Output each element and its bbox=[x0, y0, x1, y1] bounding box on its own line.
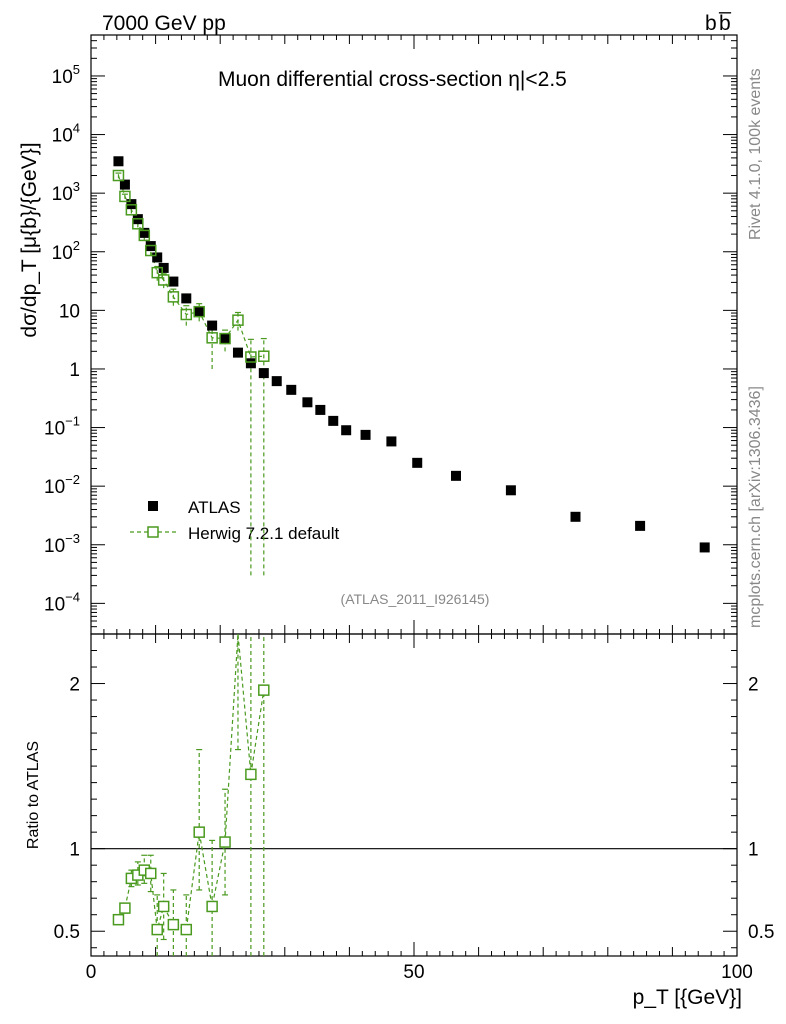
ratio-point bbox=[167, 918, 180, 931]
process-bbar: b̅ bbox=[718, 12, 732, 35]
ratio-point bbox=[245, 768, 257, 781]
atlas-point bbox=[245, 358, 256, 369]
herwig-point bbox=[219, 332, 231, 345]
atlas-point bbox=[328, 415, 339, 426]
herwig-point bbox=[145, 244, 157, 257]
atlas-point bbox=[207, 320, 218, 331]
herwig-point bbox=[119, 190, 131, 203]
atlas-point bbox=[450, 470, 461, 481]
atlas-point bbox=[699, 542, 710, 553]
y-tick-label: 10−4 bbox=[44, 589, 80, 615]
y-tick-label: 103 bbox=[52, 179, 80, 205]
atlas-point bbox=[505, 485, 516, 496]
ratio-point bbox=[180, 923, 193, 936]
herwig-point bbox=[206, 332, 218, 344]
rivet-label: Rivet 4.1.0, 100k events bbox=[747, 68, 764, 240]
ratio-y-tick-label-right: 2 bbox=[748, 675, 759, 696]
ratio-panel-frame bbox=[90, 633, 738, 957]
collision-label: 7000 GeV pp bbox=[102, 12, 226, 35]
atlas-point bbox=[181, 293, 192, 304]
main-y-axis-label: dσ/dp_T [μ{b}/{GeV}] bbox=[18, 142, 41, 337]
x-tick-label: 50 bbox=[403, 962, 424, 983]
legend: ATLAS Herwig 7.2.1 default bbox=[130, 498, 339, 543]
herwig-point bbox=[258, 350, 270, 362]
atlas-point bbox=[194, 306, 205, 317]
y-tick-label: 102 bbox=[52, 238, 80, 264]
y-tick-label: 1 bbox=[69, 360, 80, 381]
y-tick-label: 10−1 bbox=[44, 414, 80, 440]
ratio-point bbox=[193, 826, 205, 838]
herwig-point bbox=[245, 351, 257, 363]
herwig-point bbox=[132, 218, 144, 230]
atlas-point bbox=[360, 429, 371, 440]
ratio-point bbox=[145, 867, 157, 880]
atlas-point bbox=[258, 368, 269, 379]
x-tick-label: 100 bbox=[721, 962, 753, 983]
y-tick-label: 105 bbox=[52, 62, 80, 88]
ratio-y-tick-label: 0.5 bbox=[54, 922, 80, 943]
ratio-point bbox=[219, 836, 231, 848]
herwig-point bbox=[167, 291, 180, 303]
ratio-y-tick-label: 1 bbox=[69, 840, 80, 861]
process-b: b bbox=[705, 12, 717, 35]
ratio-point bbox=[157, 900, 170, 913]
herwig-point bbox=[151, 266, 163, 279]
herwig-point bbox=[112, 169, 125, 182]
plot-title: Muon differential cross-section η|<2.5 bbox=[218, 68, 567, 91]
legend-label-herwig: Herwig 7.2.1 default bbox=[188, 524, 339, 543]
y-tick-label: 104 bbox=[52, 121, 80, 147]
legend-marker-atlas bbox=[148, 501, 158, 511]
herwig-point bbox=[193, 305, 205, 318]
ratio-line bbox=[117, 633, 265, 931]
atlas-point bbox=[570, 511, 581, 522]
atlas-point bbox=[139, 227, 150, 238]
ratio-y-tick-label-right: 1 bbox=[748, 840, 759, 861]
ratio-point bbox=[151, 923, 163, 936]
herwig-point bbox=[180, 308, 193, 321]
atlas-point bbox=[158, 262, 169, 273]
analysis-tag: (ATLAS_2011_I926145) bbox=[341, 591, 490, 607]
ratio-point bbox=[258, 684, 270, 696]
x-tick-label: 0 bbox=[86, 962, 97, 983]
ratio-y-tick-label-right: 0.5 bbox=[748, 922, 774, 943]
atlas-point bbox=[315, 404, 326, 415]
y-tick-label: 10 bbox=[59, 301, 80, 322]
atlas-point bbox=[152, 252, 163, 263]
atlas-point bbox=[113, 156, 124, 167]
atlas-point bbox=[412, 457, 423, 468]
herwig-point bbox=[138, 229, 151, 242]
atlas-point bbox=[635, 520, 646, 531]
main-data-layer bbox=[112, 156, 710, 576]
herwig-line bbox=[117, 175, 264, 358]
ratio-point bbox=[119, 902, 131, 914]
y-tick-label: 10−3 bbox=[44, 531, 80, 557]
atlas-point bbox=[341, 425, 352, 436]
main-panel-frame bbox=[90, 34, 738, 635]
herwig-point bbox=[232, 314, 244, 326]
ratio-point bbox=[112, 913, 125, 926]
atlas-point bbox=[386, 436, 397, 447]
mcplots-label: mcplots.cern.ch [arXiv:1306.3436] bbox=[747, 386, 764, 628]
atlas-point bbox=[232, 347, 243, 358]
ratio-point bbox=[206, 900, 218, 913]
herwig-point bbox=[157, 274, 170, 286]
y-tick-label: 10−2 bbox=[44, 472, 80, 498]
axes-layer: 0 50 10010510410310210110−110−210−310−40.5… bbox=[44, 34, 774, 983]
atlas-point bbox=[271, 376, 282, 387]
atlas-point bbox=[286, 384, 297, 395]
ratio-y-tick-label: 2 bbox=[69, 675, 80, 696]
atlas-point bbox=[119, 179, 130, 190]
atlas-point bbox=[302, 397, 313, 408]
legend-label-atlas: ATLAS bbox=[188, 498, 241, 517]
x-axis-label: p_T [{GeV}] bbox=[633, 986, 742, 1009]
ratio-data-layer bbox=[112, 633, 270, 956]
ratio-y-axis-label: Ratio to ATLAS bbox=[25, 741, 42, 849]
legend-marker-herwig bbox=[147, 526, 159, 538]
atlas-point bbox=[168, 276, 179, 287]
atlas-point bbox=[220, 333, 231, 344]
process-label: b b̅ bbox=[705, 12, 732, 35]
herwig-point bbox=[125, 204, 138, 216]
